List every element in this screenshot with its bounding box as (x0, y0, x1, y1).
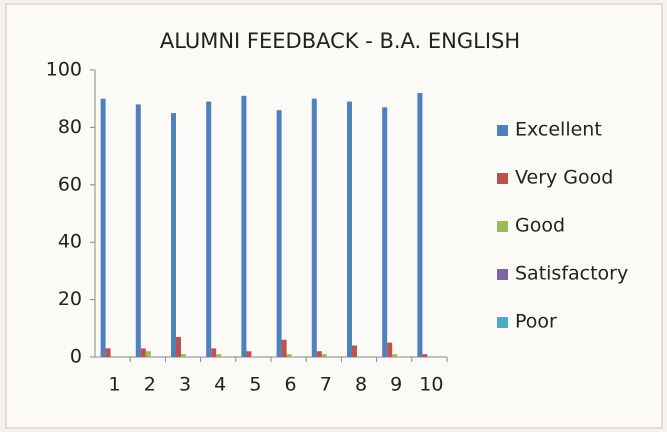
x-tick-label: 8 (355, 374, 367, 396)
x-tick-label: 1 (109, 374, 121, 396)
bar (382, 107, 388, 357)
y-tick-label: 60 (58, 173, 82, 195)
bar (181, 354, 186, 357)
y-tick-label: 40 (58, 231, 82, 253)
bar (145, 351, 151, 357)
bar (216, 354, 222, 357)
bar (241, 95, 247, 357)
legend-swatch (497, 173, 508, 184)
x-tick-label: 2 (144, 374, 156, 396)
bar (311, 98, 317, 357)
legend-swatch (497, 221, 508, 232)
x-tick-label: 6 (285, 374, 297, 396)
y-tick-label: 20 (58, 288, 82, 310)
bar (246, 351, 252, 357)
legend-label: Good (515, 215, 565, 237)
legend-label: Satisfactory (515, 263, 628, 285)
x-tick-label: 5 (249, 374, 261, 396)
bar (171, 113, 176, 357)
bar (352, 345, 357, 357)
chart-title: ALUMNI FEEDBACK - B.A. ENGLISH (160, 29, 520, 53)
bar (140, 348, 146, 357)
bar (176, 336, 181, 357)
legend-swatch (497, 317, 508, 328)
x-tick-label: 4 (214, 374, 226, 396)
bar (105, 348, 111, 357)
bar (276, 110, 282, 358)
y-tick-label: 80 (58, 116, 82, 138)
y-tick-label: 100 (46, 59, 82, 81)
x-tick-label: 7 (320, 374, 332, 396)
bar (387, 342, 393, 357)
legend-label: Very Good (515, 167, 613, 189)
x-tick-label: 9 (390, 374, 402, 396)
bar (286, 354, 292, 357)
legend-swatch (497, 269, 508, 280)
x-tick-label: 10 (419, 374, 443, 396)
bar (321, 354, 327, 357)
legend-label: Poor (515, 311, 557, 333)
y-tick-label: 0 (70, 346, 82, 368)
bar (281, 339, 287, 357)
bar (347, 101, 352, 357)
legend-swatch (497, 125, 508, 136)
bar (422, 354, 428, 357)
bar (206, 101, 212, 357)
legend-label: Excellent (515, 119, 602, 141)
bar (211, 348, 217, 357)
bar (100, 98, 106, 357)
bar (392, 354, 398, 357)
bar (417, 92, 423, 358)
bar (316, 351, 322, 357)
bar (135, 104, 141, 357)
x-tick-label: 3 (179, 374, 191, 396)
